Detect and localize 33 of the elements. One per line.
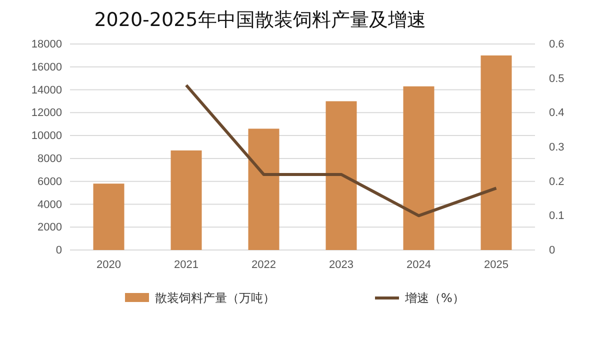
x-tick-label: 2025: [484, 258, 508, 271]
x-tick-label: 2021: [174, 258, 198, 271]
y-tick-label: 0: [56, 244, 62, 257]
y-tick-label: 10000: [31, 130, 62, 142]
y-tick-label: 4000: [38, 198, 62, 211]
bar: [480, 55, 512, 250]
legend-label: 增速（%）: [404, 291, 464, 305]
bar: [403, 86, 434, 250]
y2-tick-label: 0.2: [549, 176, 564, 188]
y-tick-label: 18000: [31, 38, 62, 51]
y2-tick-label: 0.1: [549, 210, 564, 222]
y-tick-label: 2000: [38, 222, 62, 234]
y-tick-label: 6000: [38, 176, 62, 188]
bar: [170, 150, 202, 250]
x-tick-label: 2024: [406, 258, 431, 271]
bar: [248, 128, 280, 250]
bar: [93, 184, 124, 250]
bar: [326, 101, 357, 250]
y2-tick-label: 0: [549, 244, 556, 257]
y2-tick-label: 0.3: [549, 142, 564, 154]
y2-tick-label: 0.4: [549, 107, 564, 120]
y2-tick-label: 0.6: [549, 38, 564, 51]
legend-label: 散装饲料产量（万吨）: [155, 291, 275, 305]
line-series: [184, 84, 498, 218]
y-tick-label: 16000: [31, 61, 62, 74]
x-tick-label: 2022: [252, 258, 276, 271]
chart-title: 2020-2025年中国散装饲料产量及增速: [94, 9, 426, 31]
y-tick-label: 12000: [31, 107, 62, 120]
x-tick-label: 2023: [329, 258, 354, 271]
y2-tick-label: 0.5: [549, 72, 564, 85]
y-tick-label: 8000: [38, 152, 62, 165]
y-tick-label: 14000: [31, 84, 62, 96]
x-tick-label: 2020: [96, 258, 121, 271]
